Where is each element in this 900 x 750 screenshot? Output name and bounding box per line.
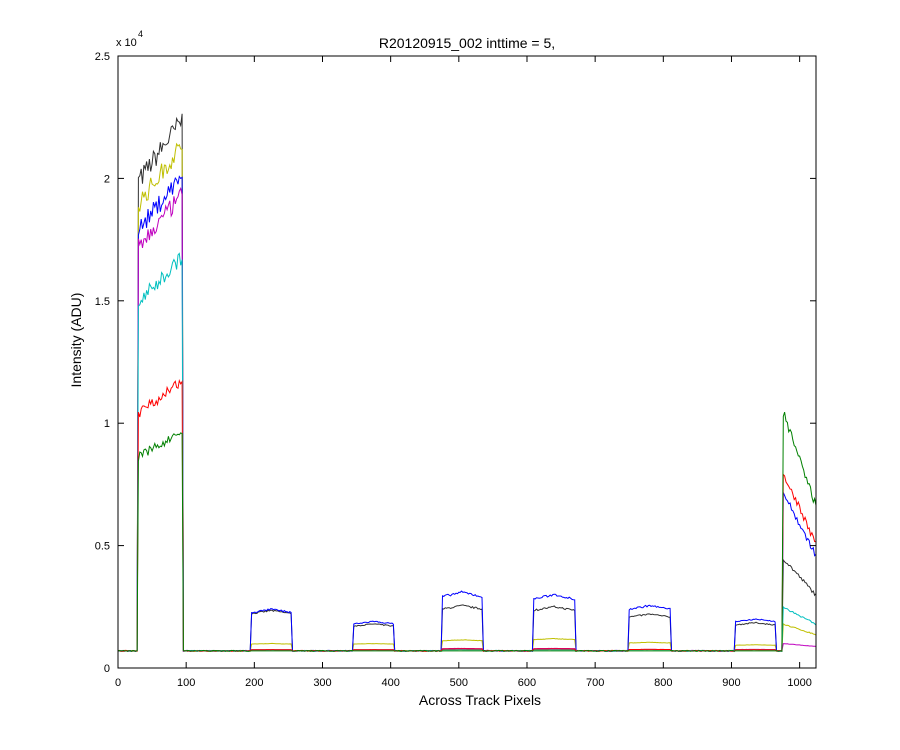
x-tick-label: 400 [381,677,399,689]
series-line-5 [117,379,817,652]
chart-title: R20120915_002 inttime = 5, [379,35,555,51]
x-axis-label: Across Track Pixels [419,692,541,708]
series-line-1 [117,142,817,652]
x-tick-label: 900 [722,677,740,689]
x-tick-label: 100 [177,677,195,689]
x-tick-label: 800 [654,677,672,689]
y-exponent-power: 4 [138,29,143,39]
series-line-6 [117,411,817,652]
x-tick-label: 600 [518,677,536,689]
x-tick-label: 1000 [787,677,811,689]
y-tick-label: 0 [104,663,110,675]
y-tick-label: 1 [104,418,110,430]
y-tick-label: 2.5 [95,51,110,63]
axis-ticks: 0 100 200 300 400 500 600 700 800 900 1000 0 0.5 1 1.5… [95,51,816,689]
y-axis-label: Intensity (ADU) [68,293,84,388]
y-tick-label: 0.5 [95,541,110,553]
x-tick-label: 700 [586,677,604,689]
x-tick-label: 300 [313,677,331,689]
series-line-3 [117,187,817,653]
x-tick-label: 200 [245,677,263,689]
y-tick-label: 1.5 [95,296,110,308]
y-exponent-label: x 10 [116,37,137,49]
series-line-2 [117,175,817,653]
plot-frame [117,55,817,669]
series-line-4 [117,252,817,652]
plot-lines [117,113,817,653]
y-tick-label: 2 [104,173,110,185]
series-line-0 [117,113,817,653]
x-tick-label: 500 [450,677,468,689]
x-tick-label: 0 [115,677,121,689]
